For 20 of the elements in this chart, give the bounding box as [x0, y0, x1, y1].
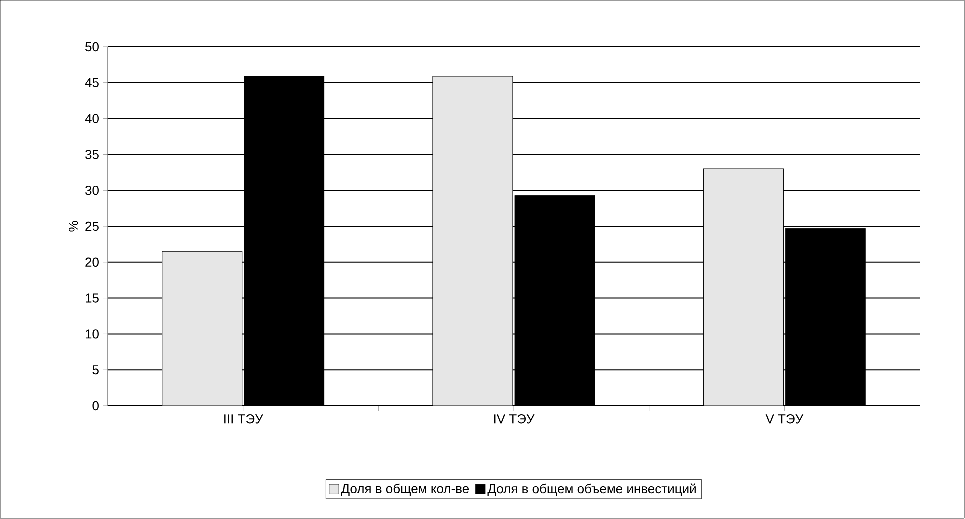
x-tick-label: V ТЭУ	[766, 414, 804, 424]
y-axis-title: %	[69, 221, 78, 232]
y-tick-label: 5	[92, 366, 99, 375]
y-tick-label: 0	[92, 401, 99, 411]
x-tick-label: III ТЭУ	[224, 414, 264, 424]
bar	[432, 76, 514, 406]
legend-label: Доля в общем объеме инвестиций	[488, 484, 696, 496]
y-tick-label: 40	[85, 114, 99, 124]
y-tick-label: 25	[86, 222, 99, 232]
y-tick-label: 10	[86, 330, 99, 339]
bar	[703, 168, 784, 406]
y-tick-label: 50	[86, 42, 99, 52]
legend-label: Доля в общем кол-ве	[341, 484, 470, 496]
bar	[162, 251, 243, 406]
y-tick-label: 45	[85, 78, 99, 88]
y-tick-label: 15	[86, 294, 99, 303]
x-tick-label: IV ТЭУ	[494, 414, 535, 424]
y-tick-label: 35	[86, 150, 99, 160]
y-tick-label: 20	[86, 258, 99, 267]
y-tick-label: 30	[86, 186, 99, 196]
